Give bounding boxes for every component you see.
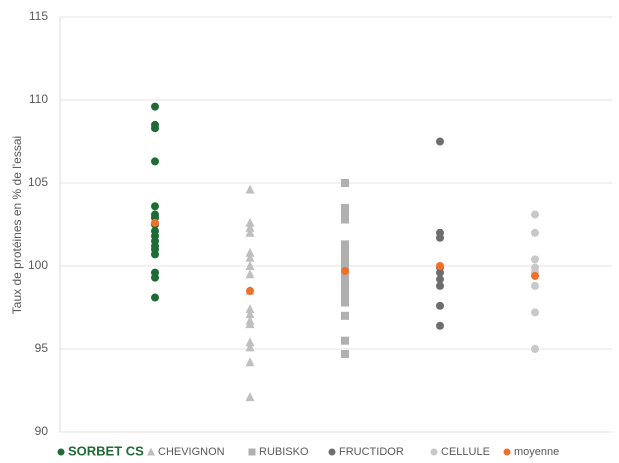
point [245, 261, 255, 270]
point [531, 281, 539, 290]
point [245, 247, 255, 257]
point [341, 271, 349, 280]
point [341, 240, 349, 249]
point [245, 227, 255, 237]
point [341, 291, 349, 300]
point [436, 268, 444, 277]
point [436, 281, 444, 290]
legend-label: moyenne [514, 446, 559, 458]
point [151, 293, 159, 302]
point [245, 319, 255, 329]
point [341, 285, 349, 294]
point [341, 298, 349, 307]
point [341, 311, 349, 320]
point [436, 262, 444, 270]
point [341, 349, 349, 358]
point [436, 275, 444, 284]
legend-marker [147, 447, 155, 456]
legend-label: CHEVIGNON [158, 446, 225, 458]
point [151, 250, 159, 259]
point [341, 258, 349, 267]
point [531, 210, 539, 219]
point [341, 179, 349, 187]
point [436, 301, 444, 310]
y-tick-label: 105 [28, 175, 48, 189]
point [151, 124, 159, 133]
point [245, 217, 255, 227]
point [245, 342, 255, 352]
legend-label: CELLULE [441, 446, 490, 458]
point [151, 273, 159, 282]
point [436, 321, 444, 330]
point [341, 203, 349, 212]
point [245, 304, 255, 314]
point [341, 247, 349, 256]
legend-marker [248, 448, 256, 456]
point [341, 266, 349, 275]
y-tick-label: 100 [28, 258, 48, 272]
point [245, 222, 255, 232]
y-tick-label: 110 [29, 92, 48, 106]
point [341, 253, 349, 262]
legend-label: SORBET CS [68, 443, 144, 458]
legend-label: FRUCTIDOR [339, 446, 404, 458]
point [531, 308, 539, 317]
point [436, 137, 444, 146]
y-tick-label: 115 [29, 9, 48, 23]
point [245, 309, 255, 319]
point [341, 278, 349, 287]
y-axis-label: Taux de protéines en % de l'essai [10, 136, 24, 314]
legend-marker [430, 448, 438, 456]
point [531, 228, 539, 237]
legend-label: RUBISKO [259, 446, 309, 458]
point [245, 184, 255, 194]
legend-marker [57, 448, 65, 456]
point [245, 252, 255, 262]
point [151, 157, 159, 166]
y-tick-label: 95 [35, 341, 49, 355]
point [151, 202, 159, 211]
point [151, 102, 159, 111]
legend-marker [328, 448, 336, 456]
point [531, 345, 539, 353]
point [245, 357, 255, 367]
point [245, 269, 255, 279]
legend-marker [503, 448, 511, 456]
point [531, 255, 539, 264]
y-tick-label: 90 [35, 424, 49, 438]
point [341, 210, 349, 219]
point [531, 271, 539, 280]
point [246, 286, 254, 295]
point [245, 392, 255, 402]
point [341, 336, 349, 345]
point [245, 337, 255, 347]
point [151, 218, 159, 227]
point [436, 233, 444, 242]
point [341, 215, 349, 224]
